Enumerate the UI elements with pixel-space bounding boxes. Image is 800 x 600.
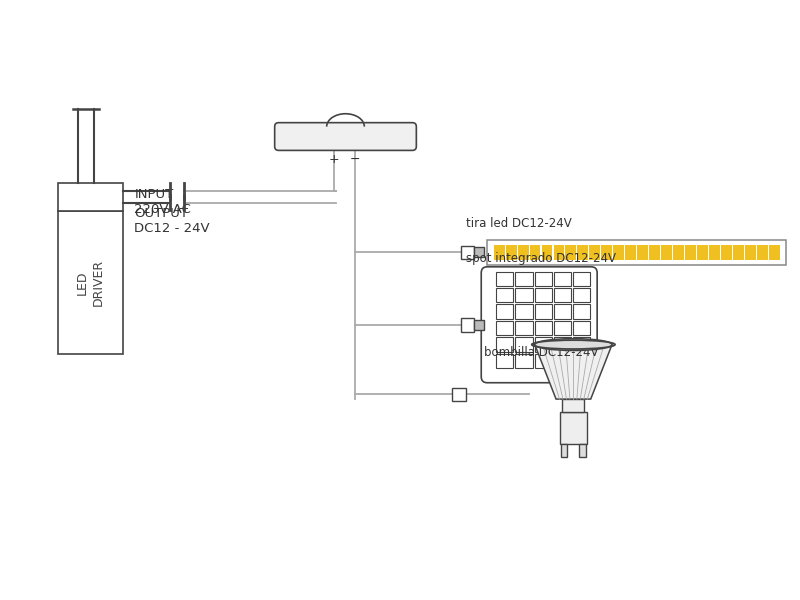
Bar	[566, 245, 576, 260]
Text: bombilla DC12-24V: bombilla DC12-24V	[484, 346, 598, 359]
Text: spot integrado DC12-24V: spot integrado DC12-24V	[466, 252, 616, 265]
Bar	[515, 321, 533, 335]
Bar	[496, 321, 514, 335]
Bar	[515, 304, 533, 319]
Bar	[590, 245, 600, 260]
Bar	[58, 183, 122, 211]
Bar	[662, 245, 672, 260]
Bar	[573, 337, 590, 352]
Bar	[554, 337, 571, 352]
Bar	[709, 245, 720, 260]
Bar	[573, 288, 590, 302]
Bar	[573, 272, 590, 286]
Bar	[515, 288, 533, 302]
Bar	[757, 245, 768, 260]
Bar	[487, 239, 786, 265]
Bar	[686, 245, 696, 260]
Bar	[554, 245, 565, 260]
Bar	[697, 245, 708, 260]
Bar	[474, 320, 484, 330]
Bar	[534, 288, 552, 302]
Bar	[554, 288, 571, 302]
FancyBboxPatch shape	[274, 122, 416, 151]
Bar	[58, 211, 122, 355]
Bar	[496, 353, 514, 368]
Bar	[534, 353, 552, 368]
Bar	[614, 245, 624, 260]
Text: +: +	[328, 154, 339, 166]
Bar	[650, 245, 660, 260]
Bar	[554, 321, 571, 335]
Bar	[626, 245, 636, 260]
Bar	[515, 337, 533, 352]
Bar	[462, 318, 474, 332]
Bar	[534, 337, 552, 352]
Bar	[496, 304, 514, 319]
Bar	[496, 337, 514, 352]
Bar	[578, 245, 588, 260]
Text: OUTPUT
DC12 - 24V: OUTPUT DC12 - 24V	[134, 207, 210, 235]
Bar	[542, 245, 553, 260]
Polygon shape	[534, 344, 612, 399]
Bar	[554, 304, 571, 319]
Bar	[573, 353, 590, 368]
Bar	[559, 412, 587, 443]
Bar	[573, 304, 590, 319]
Bar	[530, 245, 541, 260]
Text: tira led DC12-24V: tira led DC12-24V	[466, 217, 572, 230]
Bar	[562, 399, 584, 412]
Text: INPUT
220V AC: INPUT 220V AC	[134, 188, 191, 216]
Bar	[561, 443, 567, 457]
Bar	[638, 245, 648, 260]
Bar	[554, 353, 571, 368]
FancyBboxPatch shape	[482, 267, 597, 383]
Bar	[573, 321, 590, 335]
Bar	[733, 245, 744, 260]
Bar	[534, 304, 552, 319]
Bar	[451, 388, 466, 401]
Bar	[474, 247, 484, 257]
Ellipse shape	[534, 338, 612, 350]
Bar	[496, 288, 514, 302]
Bar	[515, 272, 533, 286]
Bar	[496, 272, 514, 286]
Bar	[554, 272, 571, 286]
Bar	[506, 245, 517, 260]
Bar	[462, 245, 474, 259]
Bar	[745, 245, 756, 260]
Bar	[515, 353, 533, 368]
Bar	[579, 443, 586, 457]
Bar	[769, 245, 780, 260]
Bar	[518, 245, 529, 260]
Bar	[534, 272, 552, 286]
Bar	[602, 245, 612, 260]
Text: LED
DRIVER: LED DRIVER	[76, 259, 105, 306]
Bar	[534, 321, 552, 335]
Bar	[721, 245, 732, 260]
Text: −: −	[350, 154, 361, 166]
Bar	[674, 245, 684, 260]
Bar	[494, 245, 505, 260]
